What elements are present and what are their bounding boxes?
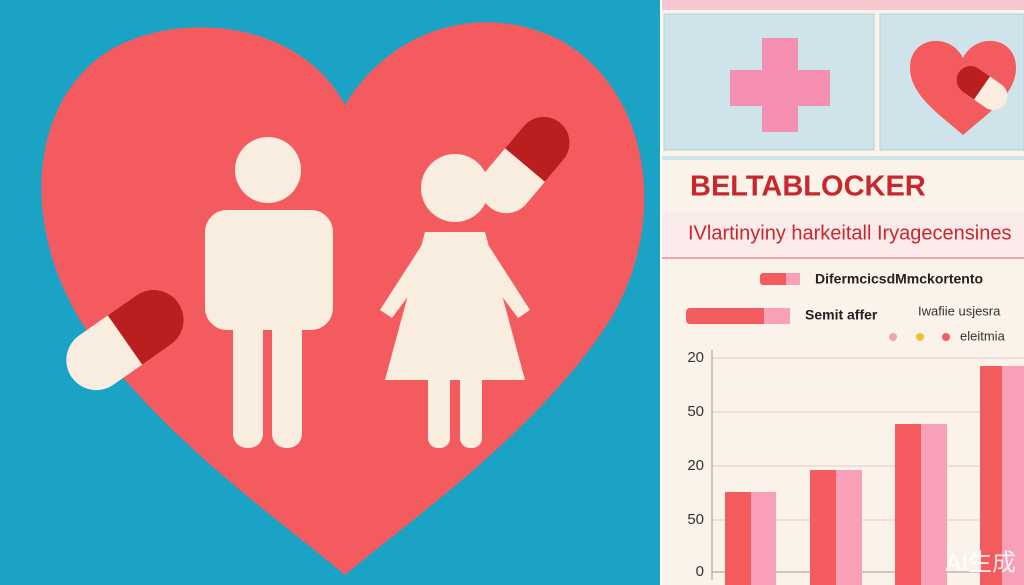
- pill-right: [480, 116, 570, 214]
- legend-label: DifermcicsdMmckortento: [815, 271, 983, 287]
- legend-dot: [889, 333, 897, 341]
- legend-dot: [916, 333, 924, 341]
- axis-label: 0: [696, 563, 704, 580]
- legend-swatch: [786, 273, 800, 285]
- axis-label: 50: [687, 511, 704, 528]
- subtitle-band: [662, 212, 1024, 256]
- small-pill: [956, 65, 1008, 111]
- legend-label: Semit affer: [805, 307, 878, 323]
- legend-label: eleitmia: [960, 328, 1006, 343]
- legend-label: Iwafiie usjesra: [918, 303, 1001, 318]
- heart: [41, 22, 645, 576]
- top-strip: [662, 0, 1024, 10]
- axis-label: 20: [687, 349, 704, 366]
- bars: [725, 366, 1024, 585]
- legend-swatch: [764, 308, 790, 324]
- panel-title: BELTABLOCKER: [690, 171, 926, 203]
- legend-dot: [942, 333, 950, 341]
- axis-label: 50: [687, 403, 704, 420]
- plus-icon: [730, 38, 830, 132]
- man-figure: [205, 137, 333, 448]
- watermark: AI生成: [945, 549, 1016, 576]
- axis-label: 20: [687, 457, 704, 474]
- woman-figure: [380, 154, 530, 448]
- pill-left: [66, 289, 184, 391]
- panel-subtitle: IVlartinyiny harkeitall Iryagecensines: [688, 222, 1012, 244]
